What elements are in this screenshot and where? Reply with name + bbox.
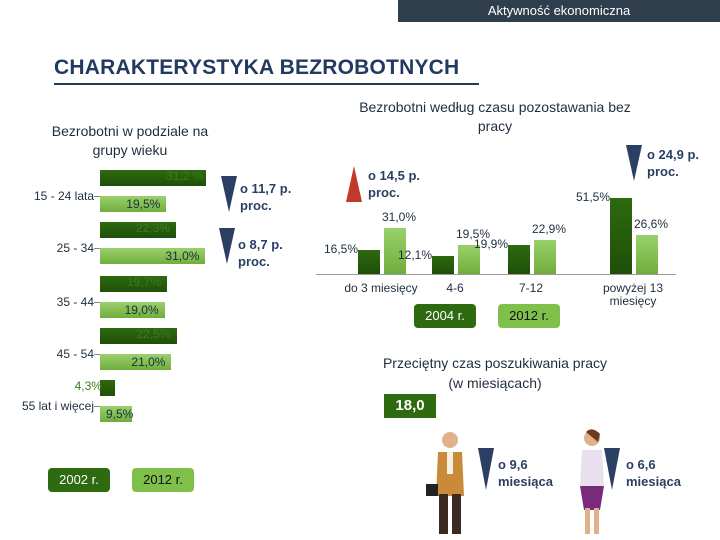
age-bar-2002-label: 31,2 % xyxy=(166,169,204,183)
duration-bar-2012-label: 31,0% xyxy=(382,210,417,225)
title-underline xyxy=(54,83,479,85)
age-bar-2002-label: 19,7% xyxy=(126,275,161,289)
arrow-down-icon xyxy=(219,228,235,264)
age-bar-2012-label: 31,0% xyxy=(165,249,200,263)
age-bar-2002-label: 4,3% xyxy=(74,379,102,393)
duration-bar-2004 xyxy=(508,244,530,274)
age-bar-2002 xyxy=(100,276,167,292)
age-category-label: 35 - 44 xyxy=(56,295,94,309)
age-leader-line xyxy=(94,354,100,355)
arrow-up-icon xyxy=(346,166,362,202)
age-leader-line xyxy=(94,248,100,249)
duration-bar-2004-label: 51,5% xyxy=(576,189,611,204)
age-bar-2002 xyxy=(100,170,207,186)
age-category-label: 55 lat i więcej xyxy=(21,399,94,413)
search-time-value: 18,0 xyxy=(384,394,436,418)
age-bar-2012 xyxy=(100,248,206,264)
duration-bar-2004-label: 16,5% xyxy=(324,241,359,256)
age-category-label: 15 - 24 lata xyxy=(33,189,94,203)
age-category-label: 45 - 54 xyxy=(56,347,94,361)
men-delta: o 9,6 miesiąca xyxy=(498,457,553,489)
age-category-label: 25 - 34 xyxy=(56,241,94,255)
arrow-down-icon xyxy=(221,176,237,212)
businesswoman-icon xyxy=(580,429,604,534)
age-leader-line xyxy=(94,302,100,303)
arrow-down-icon xyxy=(478,448,494,490)
age-leader-line xyxy=(94,196,100,197)
duration-category-label: 4-6 xyxy=(446,281,464,295)
age-bar-2012 xyxy=(100,406,133,422)
age-bar-2002-label: 22,3% xyxy=(135,221,170,235)
legend-2012-right: 2012 r. xyxy=(498,304,560,328)
age-bar-2002 xyxy=(100,380,115,396)
duration-category-label: do 3 miesięcy xyxy=(344,281,418,295)
age-bar-2012-label: 19,5% xyxy=(126,197,161,211)
search-time-subtitle: (w miesiącach) xyxy=(448,375,542,391)
age-leader-line xyxy=(94,406,100,407)
duration-bar-2004 xyxy=(610,197,632,274)
age-bar-2012 xyxy=(100,302,165,318)
age-bar-2012-label: 19,0% xyxy=(124,303,159,317)
search-time-title: Przeciętny czas poszukiwania pracy xyxy=(382,355,608,371)
duration-delta-2-text: o 24,9 p. proc. xyxy=(647,147,700,179)
duration-bar-2012 xyxy=(534,240,556,274)
legend-2012: 2012 r. xyxy=(132,468,194,492)
age-bar-2002 xyxy=(100,328,177,344)
duration-delta-1-text: o 14,5 p. proc. xyxy=(368,168,421,200)
arrow-down-icon xyxy=(604,448,620,490)
legend-2002: 2002 r. xyxy=(48,468,110,492)
age-bar-2002 xyxy=(100,222,176,238)
duration-chart-title: Bezrobotni według czasu pozostawania bez… xyxy=(359,99,631,134)
age-delta-2-text: o 8,7 p. proc. xyxy=(238,237,283,269)
duration-bar-2012 xyxy=(458,245,480,274)
page-title: CHARAKTERYSTYKA BEZROBOTNYCH xyxy=(54,56,460,79)
age-delta-1-text: o 11,7 p. proc. xyxy=(240,181,292,213)
duration-bar-2004-label: 19,9% xyxy=(474,236,509,251)
age-bar-2012-label: 9,5% xyxy=(106,407,134,421)
women-delta: o 6,6 miesiąca xyxy=(626,457,681,489)
age-bar-2012-label: 21,0% xyxy=(131,355,166,369)
duration-bar-2012 xyxy=(384,228,406,274)
duration-bar-2004 xyxy=(358,249,380,274)
duration-category-label: 7-12 xyxy=(518,281,544,295)
businessman-icon xyxy=(426,432,464,534)
duration-delta-2: o 24,9 p. proc. xyxy=(647,146,703,180)
duration-category-label: powyżej 13 miesięcy xyxy=(602,281,664,308)
duration-bar-2012 xyxy=(636,234,658,274)
age-chart-title: Bezrobotni w podziale na grupy wieku xyxy=(51,123,209,158)
duration-delta-1: o 14,5 p. proc. xyxy=(368,167,428,201)
age-bar-2002-label: 22,5% xyxy=(136,327,171,341)
duration-axis xyxy=(316,274,676,275)
duration-bar-2004 xyxy=(432,256,454,274)
duration-bar-2012-label: 26,6% xyxy=(634,216,669,231)
legend-2004: 2004 r. xyxy=(414,304,476,328)
age-bar-2012 xyxy=(100,354,172,370)
duration-bar-2012-label: 19,5% xyxy=(456,227,491,242)
duration-bar-2012-label: 22,9% xyxy=(532,222,567,237)
age-bar-2012 xyxy=(100,196,167,212)
age-delta-2: o 8,7 p. proc. xyxy=(238,236,298,270)
age-delta-1: o 11,7 p. proc. xyxy=(240,180,300,214)
arrow-down-icon xyxy=(626,145,642,181)
duration-bar-2004-label: 12,1% xyxy=(398,248,433,263)
section-header: Aktywność ekonomiczna xyxy=(398,0,720,22)
